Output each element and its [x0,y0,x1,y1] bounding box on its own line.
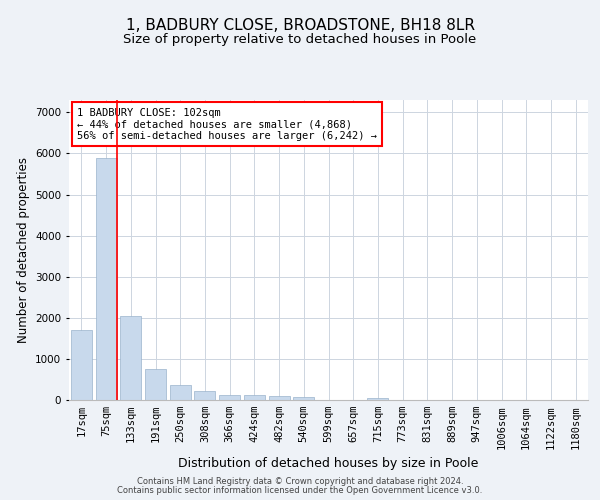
Bar [145,369,166,400]
Bar [244,396,265,400]
Bar [71,330,92,400]
Bar [120,316,141,400]
Bar [367,398,388,400]
Text: 1, BADBURY CLOSE, BROADSTONE, BH18 8LR: 1, BADBURY CLOSE, BROADSTONE, BH18 8LR [125,18,475,32]
Bar [219,394,240,400]
Bar [170,385,191,400]
Bar [269,396,290,400]
X-axis label: Distribution of detached houses by size in Poole: Distribution of detached houses by size … [178,457,479,470]
Text: Contains public sector information licensed under the Open Government Licence v3: Contains public sector information licen… [118,486,482,495]
Bar [95,158,116,400]
Text: Contains HM Land Registry data © Crown copyright and database right 2024.: Contains HM Land Registry data © Crown c… [137,477,463,486]
Text: 1 BADBURY CLOSE: 102sqm
← 44% of detached houses are smaller (4,868)
56% of semi: 1 BADBURY CLOSE: 102sqm ← 44% of detache… [77,108,377,140]
Bar [293,397,314,400]
Text: Size of property relative to detached houses in Poole: Size of property relative to detached ho… [124,32,476,46]
Bar [194,391,215,400]
Y-axis label: Number of detached properties: Number of detached properties [17,157,29,343]
